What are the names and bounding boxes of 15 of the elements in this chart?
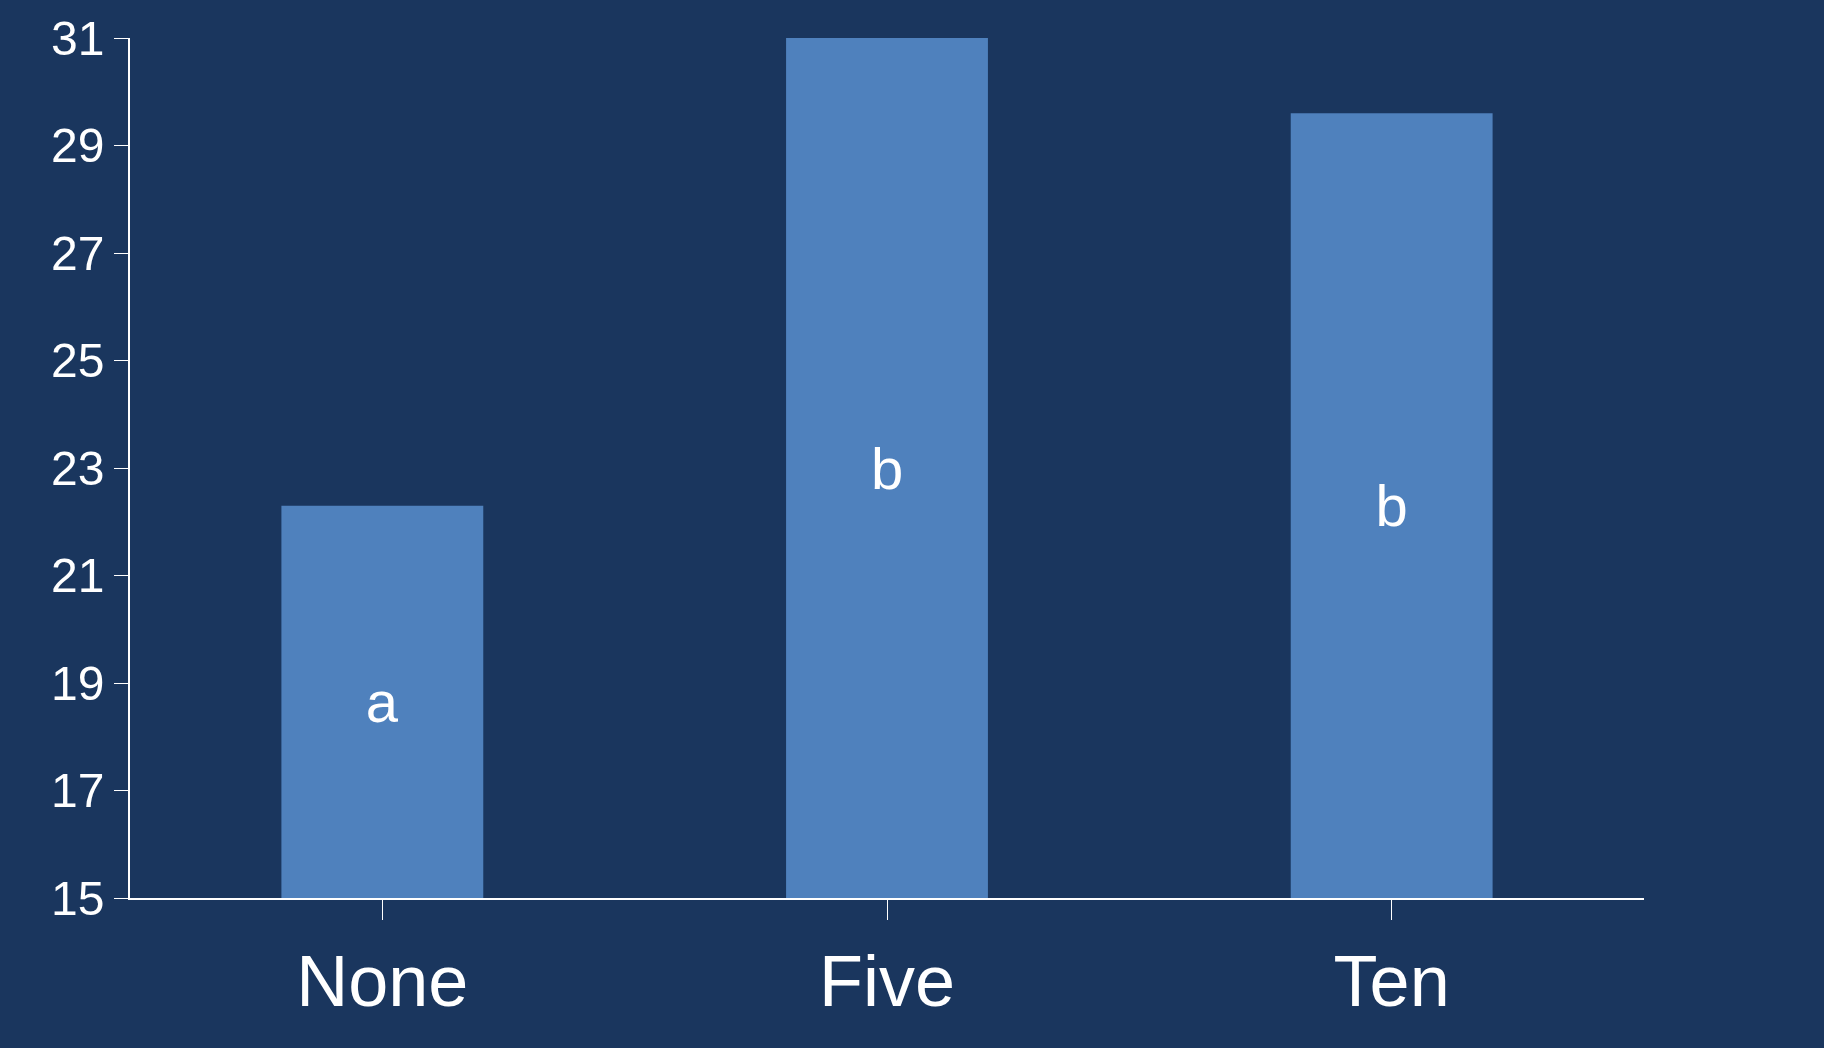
y-tick-label: 31 — [51, 11, 105, 65]
y-tick-label: 21 — [51, 549, 105, 603]
y-tick-label: 17 — [51, 764, 105, 818]
data-label: a — [365, 669, 399, 735]
y-tick-label: 19 — [51, 656, 105, 710]
data-label: b — [1375, 473, 1408, 539]
y-tick-label: 25 — [51, 334, 105, 388]
y-tick-label: 23 — [51, 441, 105, 495]
y-tick-label: 29 — [51, 119, 105, 173]
x-tick-label: Five — [818, 941, 956, 1022]
x-tick-label: None — [296, 941, 469, 1022]
y-tick-label: 27 — [51, 226, 105, 280]
y-tick-label: 15 — [51, 871, 105, 925]
x-tick-label: Ten — [1333, 941, 1450, 1022]
data-label: b — [870, 435, 904, 501]
